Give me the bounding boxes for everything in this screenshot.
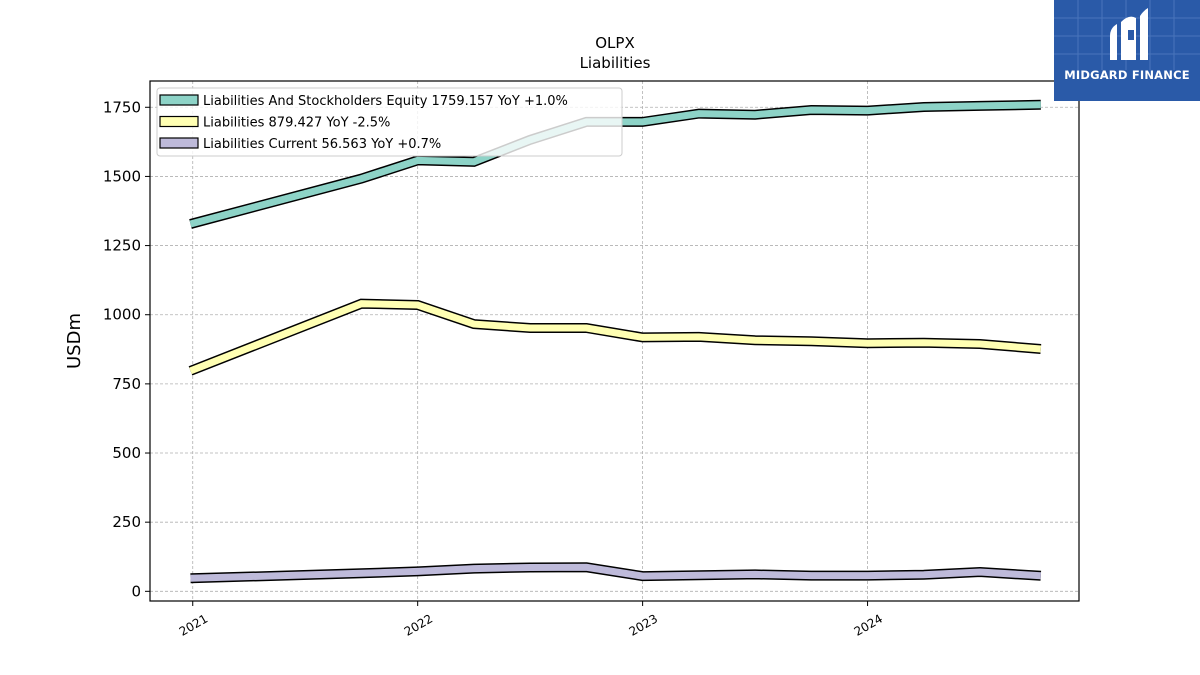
legend-label: Liabilities Current 56.563 YoY +0.7%: [203, 137, 441, 152]
logo-icon: [1054, 0, 1200, 70]
y-axis-label: USDm: [64, 313, 85, 369]
series-line: [189, 99, 1041, 229]
y-tick-label: 1250: [103, 237, 141, 255]
chart-title: OLPX: [595, 34, 635, 52]
series-line: [190, 562, 1042, 584]
x-tick-label: 2023: [627, 611, 660, 638]
y-tick-label: 1500: [103, 167, 141, 185]
y-tick-label: 1750: [103, 98, 141, 116]
x-tick-label: 2021: [177, 611, 210, 638]
legend-swatch: [159, 94, 199, 106]
y-tick-label: 1000: [103, 306, 141, 324]
chart-subtitle: Liabilities: [580, 54, 651, 72]
legend-item: Liabilities 879.427 YoY -2.5%: [159, 115, 390, 131]
y-tick-label: 750: [112, 375, 141, 393]
y-tick-label: 250: [112, 513, 141, 531]
brand-logo: MIDGARD FINANCE: [1054, 0, 1200, 101]
legend-swatch: [159, 115, 199, 128]
y-tick-label: 0: [131, 582, 141, 600]
legend-swatch: [159, 137, 199, 149]
legend-label: Liabilities And Stockholders Equity 1759…: [203, 94, 568, 109]
legend: Liabilities And Stockholders Equity 1759…: [156, 87, 623, 157]
plot-frame: [149, 80, 1080, 602]
legend-item: Liabilities Current 56.563 YoY +0.7%: [159, 137, 441, 152]
x-tick-label: 2024: [852, 611, 885, 638]
series-band: [189, 300, 1042, 375]
series-band: [189, 101, 1041, 228]
series-band: [190, 563, 1042, 582]
series-line: [188, 298, 1042, 376]
y-axis: 0 250 500 750 1000 1250 1500 1750: [103, 98, 150, 600]
y-tick-label: 500: [112, 444, 141, 462]
logo-text: MIDGARD FINANCE: [1064, 68, 1190, 82]
legend-label: Liabilities 879.427 YoY -2.5%: [203, 116, 390, 131]
legend-box: [156, 87, 623, 157]
legend-item: Liabilities And Stockholders Equity 1759…: [159, 94, 568, 109]
series-layer: [188, 99, 1042, 584]
x-tick-label: 2022: [402, 611, 435, 638]
x-axis: 2021 2022 2023 2024: [177, 601, 885, 639]
